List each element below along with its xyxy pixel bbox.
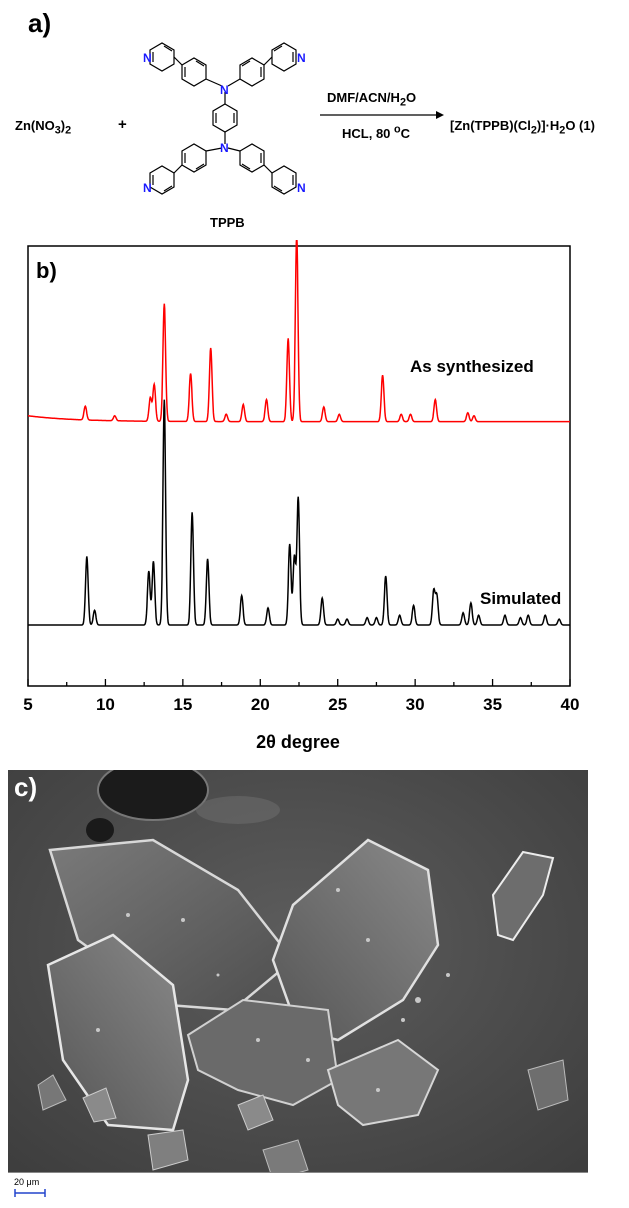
series-line-as-synthesized: [28, 240, 570, 423]
conditions-bottom-text: HCL, 80 oC: [342, 124, 411, 142]
conditions-top: DMF/ACN/H2O: [327, 90, 416, 109]
crystal: [271, 838, 440, 1042]
crystal: [326, 1038, 440, 1127]
x-tick-label: 15: [173, 695, 192, 714]
product-formula: [Zn(TPPB)(Cl2)]·H2O (1): [450, 118, 595, 137]
scale-bar: [14, 1189, 46, 1197]
reaction-arrow: [320, 111, 444, 119]
panel-b-label: b): [36, 258, 57, 283]
crystal: [46, 933, 190, 1132]
n-atom-label: N: [220, 141, 229, 155]
n-atom-label: N: [297, 51, 306, 65]
n-atom-label: N: [143, 181, 152, 195]
n-atom-label: N: [220, 83, 229, 97]
tppb-structure: N N N N N N: [143, 42, 306, 195]
reactant-zinc-nitrate-text: Zn(NO3)2: [15, 118, 72, 137]
panel-a-label: a): [28, 8, 52, 38]
conditions-bottom: HCL, 80 oC: [342, 124, 410, 141]
crystal: [186, 998, 340, 1107]
series-label-simulated: Simulated: [480, 589, 561, 608]
series-line-simulated: [28, 399, 570, 626]
plot-frame: [27, 245, 571, 687]
x-tick-label: 10: [96, 695, 115, 714]
conditions-top-text: DMF/ACN/H2O: [327, 90, 417, 109]
x-tick-label: 30: [406, 695, 425, 714]
crystal: [491, 850, 555, 942]
product-formula-text: [Zn(TPPB)(Cl2)]·H2O (1): [450, 118, 595, 137]
x-tick-label: 20: [251, 695, 270, 714]
sem-image: [8, 770, 588, 1204]
xrd-chart: 5 10 15 20 25 30 35 40 b) As synthesized Simula…: [23, 240, 580, 752]
panel-c-label: c): [14, 772, 38, 802]
ligand-name: TPPB: [210, 215, 245, 230]
series-label-as-synthesized: As synthesized: [410, 357, 534, 376]
x-axis-label: 2θ degree: [256, 732, 340, 752]
x-tick-label: 35: [483, 695, 502, 714]
x-tick-label: 5: [23, 695, 32, 714]
scale-bar-text: 20 μm: [14, 1177, 40, 1187]
x-tick-label: 40: [561, 695, 580, 714]
plus-sign: +: [118, 116, 127, 133]
scale-bar-panel: 20 μm: [8, 1172, 588, 1208]
n-atom-label: N: [297, 181, 306, 195]
x-tick-label: 25: [328, 695, 347, 714]
reactant-zinc-nitrate: Zn(NO3)2: [15, 118, 71, 137]
n-atom-label: N: [143, 51, 152, 65]
